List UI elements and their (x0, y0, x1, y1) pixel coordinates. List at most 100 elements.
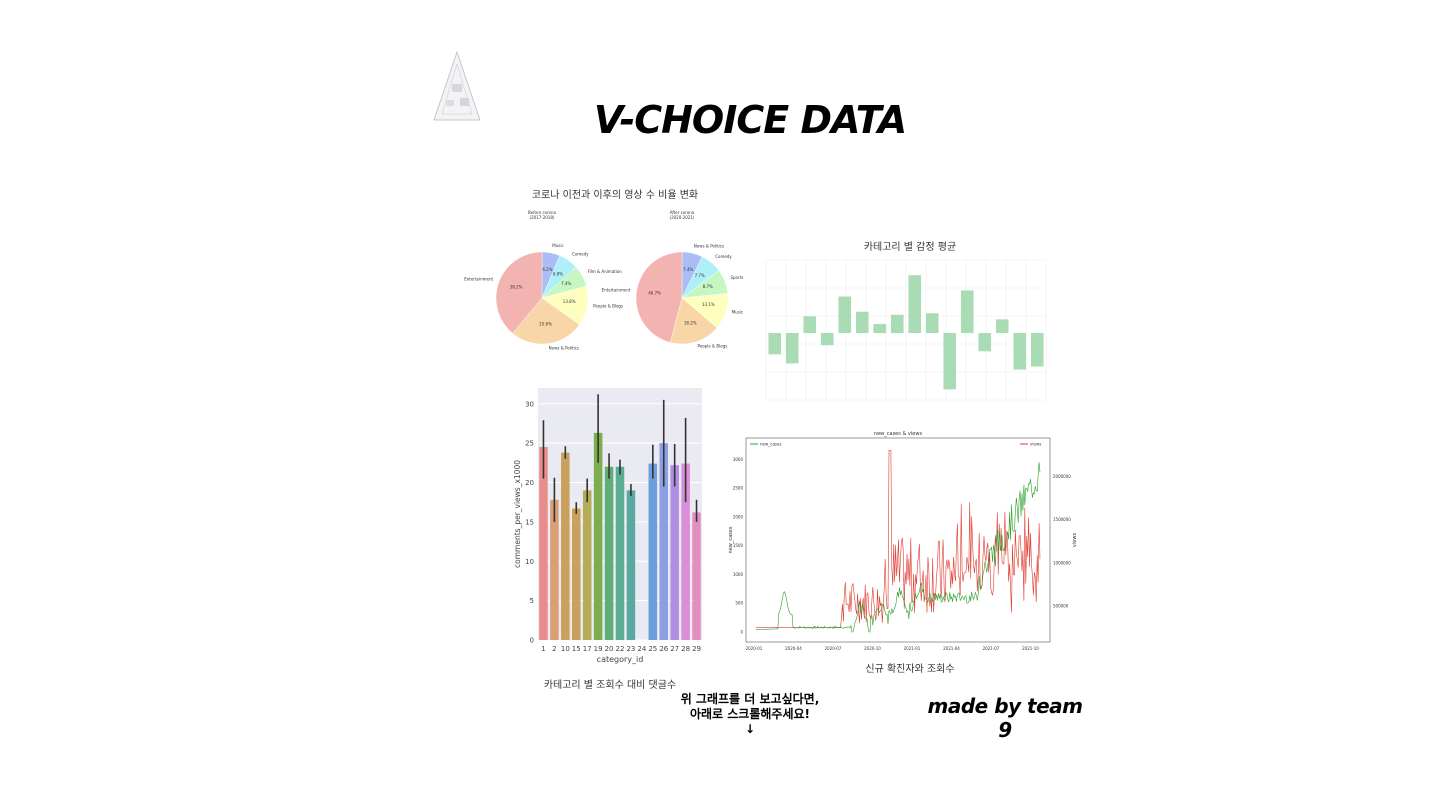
scroll-hint-line2: 아래로 스크롤해주세요! (689, 707, 811, 721)
line-ytick-left: 3000 (733, 457, 744, 462)
pie-slice (669, 297, 718, 345)
cpv-xtick: 10 (561, 645, 570, 653)
pie-pct-label: 7.4% (683, 267, 693, 272)
sentiment-bar (943, 333, 957, 390)
cpv-bar (582, 490, 592, 640)
pie-category-label: News & Politics (694, 243, 724, 248)
line-ytick-left: 0 (740, 630, 743, 635)
pie-category-label: Comedy (715, 254, 732, 259)
cpv-ytick: 20 (525, 479, 534, 487)
cpv-xtick: 15 (572, 645, 581, 653)
cpv-bar (593, 432, 603, 640)
line-ytick-right: 1500000 (1053, 517, 1071, 522)
line-chart-title: new_cases & views (874, 431, 923, 437)
line-xtick: 2020-04 (785, 646, 802, 651)
line-ytick-right: 2000000 (1053, 474, 1071, 479)
line-ytick-left: 500 (735, 601, 743, 606)
pie-pct-label: 13.1% (702, 302, 715, 307)
pie-pct-label: 8.7% (703, 284, 713, 289)
line-plot-area (745, 437, 1051, 643)
line-xtick: 2021-01 (904, 646, 921, 651)
pie-subtitle-1-1: (2020-2021) (670, 215, 695, 220)
line-ytick-right: 500000 (1053, 604, 1069, 609)
cpv-bar (615, 466, 625, 640)
cpv-bar (659, 443, 668, 640)
pie-category-label: Entertainment (464, 276, 493, 281)
pie-category-label: Sports (730, 275, 743, 280)
pie-pct-label: 7.4% (561, 281, 571, 286)
line-xtick: 2021-04 (943, 646, 960, 651)
pie-category-label: Film & Animation (588, 269, 623, 274)
sentiment-bar (995, 319, 1009, 334)
cpv-xtick: 24 (637, 645, 646, 653)
cpv-xtick: 22 (616, 645, 625, 653)
sentiment-bar (908, 275, 922, 334)
cpv-ytick: 30 (525, 400, 534, 408)
pie-slice (495, 251, 543, 334)
line-ytick-left: 1000 (733, 572, 744, 577)
pie-slice (635, 251, 683, 343)
pie-chart-before: Before corona(2017-2018) 6.2% Music 6.8% Com… (464, 210, 623, 351)
cpv-xtick: 26 (659, 645, 668, 653)
down-arrow-icon: ↓ (744, 722, 756, 736)
pie-slice (512, 297, 580, 345)
pie-category-label: Entertainment (602, 287, 631, 292)
comments-chart-caption: 카테고리 별 조회수 대비 댓글수 (543, 680, 677, 691)
cpv-ytick: 0 (530, 637, 534, 645)
line-ytick-right: 1000000 (1053, 560, 1071, 565)
cpv-xtick: 19 (594, 645, 603, 653)
sentiment-bar (925, 313, 939, 334)
pie-pct-label: 6.8% (553, 271, 563, 276)
sentiment-bar (890, 314, 904, 334)
pie-pct-label: 7.7% (695, 273, 705, 278)
cpv-bar (681, 463, 690, 640)
line-xtick: 2020-10 (864, 646, 881, 651)
cpv-xtick: 28 (681, 645, 690, 653)
cpv-xtick: 1 (541, 645, 545, 653)
cpv-bar (539, 447, 548, 640)
cpv-ytick: 25 (525, 440, 534, 448)
sentiment-bar (855, 311, 869, 334)
pie-category-label: News & Politics (549, 346, 579, 351)
pie-pct-label: 38.2% (510, 285, 523, 290)
legend-label-new-cases: new_cases (760, 442, 782, 447)
line-chart-caption: 신규 확진자와 조회수 (865, 664, 955, 675)
line-xtick: 2021-07 (983, 646, 1000, 651)
line-xtick: 2020-07 (825, 646, 842, 651)
cpv-xlabel: category_id (597, 655, 644, 664)
scroll-hint-line1: 위 그래프를 더 보고싶다면, (680, 692, 820, 706)
cpv-ytick: 5 (530, 597, 534, 605)
sentiment-bar (785, 333, 799, 364)
line-xtick: 2020-01 (746, 646, 763, 651)
sentiment-bar (803, 316, 817, 334)
cpv-bar (670, 465, 679, 640)
pie-category-label: Music (552, 243, 563, 248)
cpv-bar (692, 512, 701, 640)
legend-label-views: views (1030, 442, 1041, 447)
cpv-xtick: 25 (648, 645, 657, 653)
cpv-bar (648, 463, 658, 640)
line-ytick-left: 2000 (733, 514, 744, 519)
pie-pct-label: 18.2% (684, 320, 697, 325)
cpv-xtick: 17 (583, 645, 592, 653)
cpv-bar (561, 452, 570, 640)
pie-pct-label: 13.8% (563, 299, 576, 304)
sentiment-bar (820, 333, 834, 346)
cpv-xtick: 29 (692, 645, 701, 653)
sentiment-bar (873, 323, 887, 334)
cpv-ylabel: comments_per_views_x1000 (513, 460, 522, 568)
cpv-xtick: 20 (605, 645, 614, 653)
cpv-ytick: 15 (525, 518, 534, 526)
pie-category-label: People & Blogs (697, 344, 727, 349)
sentiment-bar-chart (765, 259, 1047, 401)
sentiment-bar (768, 333, 782, 355)
cpv-xtick: 23 (626, 645, 635, 653)
line-ytick-left: 2500 (733, 486, 744, 491)
pie-subtitle-1-0: After corona (670, 210, 695, 215)
logo-triangle (433, 50, 481, 121)
cpv-bar (550, 499, 559, 640)
cpv-bar (626, 490, 636, 640)
line-ytick-left: 1500 (733, 543, 744, 548)
line-xtick: 2021-10 (1022, 646, 1039, 651)
